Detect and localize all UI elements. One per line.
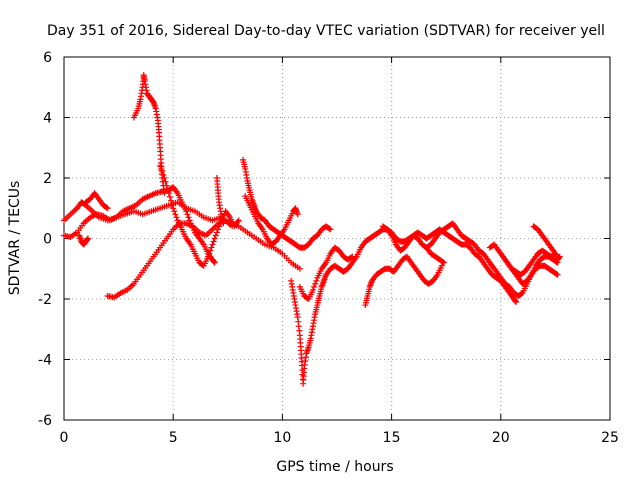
- data-point: [216, 223, 223, 230]
- data-point: [556, 253, 563, 260]
- data-point: [220, 220, 227, 227]
- data-point: [327, 226, 334, 233]
- data-point: [349, 253, 356, 260]
- data-point: [163, 182, 170, 189]
- series-arc-a: [61, 184, 218, 266]
- data-point: [296, 265, 303, 272]
- y-tick-label: -6: [38, 413, 52, 429]
- series-arc-f: [130, 72, 168, 197]
- x-tick-label: 0: [60, 430, 69, 446]
- y-tick-label: -2: [38, 292, 52, 308]
- x-tick-label: 25: [601, 430, 619, 446]
- series-arc-d: [76, 232, 92, 248]
- data-point: [211, 259, 218, 266]
- data-point: [311, 283, 318, 290]
- data-point: [212, 232, 219, 239]
- data-point: [157, 162, 164, 169]
- data-point: [313, 277, 320, 284]
- y-axis-label: SDTVAR / TECUs: [7, 181, 23, 296]
- data-point: [211, 235, 218, 242]
- data-point: [210, 238, 217, 245]
- data-point: [184, 211, 191, 218]
- data-point: [513, 299, 520, 306]
- data-point: [85, 235, 92, 242]
- data-point: [209, 241, 216, 248]
- y-tick-label: -4: [38, 353, 52, 369]
- data-point: [160, 171, 167, 178]
- series-arc-s: [423, 244, 448, 266]
- data-point: [294, 211, 301, 218]
- series-arc-g: [157, 162, 242, 269]
- data-point: [164, 186, 171, 193]
- y-tick-label: 0: [43, 232, 52, 248]
- data-point: [170, 205, 177, 212]
- data-point: [309, 286, 316, 293]
- data-point: [168, 197, 175, 204]
- x-tick-label: 20: [492, 430, 510, 446]
- data-point: [207, 247, 214, 254]
- data-point: [208, 244, 215, 251]
- data-point: [439, 258, 446, 265]
- chart-title: Day 351 of 2016, Sidereal Day-to-day VTE…: [47, 23, 605, 39]
- series-arc-m: [362, 253, 445, 309]
- data-point: [104, 205, 111, 212]
- data-point: [312, 280, 319, 287]
- series-arc-k: [288, 244, 365, 387]
- series-arc-l: [296, 244, 356, 302]
- data-point: [103, 204, 110, 211]
- data-point: [206, 250, 213, 257]
- series-arc-h: [213, 175, 227, 227]
- data-point: [162, 178, 169, 185]
- data-point: [326, 225, 333, 232]
- data-point: [441, 259, 448, 266]
- data-point: [166, 193, 173, 200]
- data-points: [61, 72, 563, 387]
- data-point: [214, 226, 221, 233]
- data-point: [159, 168, 166, 175]
- x-tick-label: 10: [273, 430, 291, 446]
- series-arc-o: [379, 223, 520, 306]
- x-tick-label: 5: [169, 430, 178, 446]
- grid: [64, 57, 610, 420]
- data-point: [554, 271, 561, 278]
- x-tick-label: 15: [383, 430, 401, 446]
- series-arc-r: [502, 256, 561, 287]
- data-point: [518, 290, 525, 297]
- data-point: [158, 165, 165, 172]
- series-arc-c: [82, 190, 111, 212]
- series-arc-q: [530, 223, 563, 263]
- y-tick-label: 4: [43, 111, 52, 127]
- data-point: [213, 229, 220, 236]
- data-point: [165, 190, 172, 197]
- y-tick-label: 6: [43, 50, 52, 66]
- data-point: [553, 271, 560, 278]
- data-point: [185, 214, 192, 221]
- series-arc-j: [242, 193, 301, 248]
- x-axis-label: GPS time / hours: [276, 459, 393, 475]
- data-point: [169, 201, 176, 208]
- data-point: [161, 175, 168, 181]
- data-point: [172, 211, 179, 218]
- y-tick-label: 2: [43, 171, 52, 187]
- data-point: [235, 217, 242, 224]
- data-point: [348, 254, 355, 261]
- data-point: [205, 253, 212, 260]
- data-point: [171, 208, 178, 215]
- series-arc-i: [240, 156, 334, 251]
- data-point: [173, 214, 180, 221]
